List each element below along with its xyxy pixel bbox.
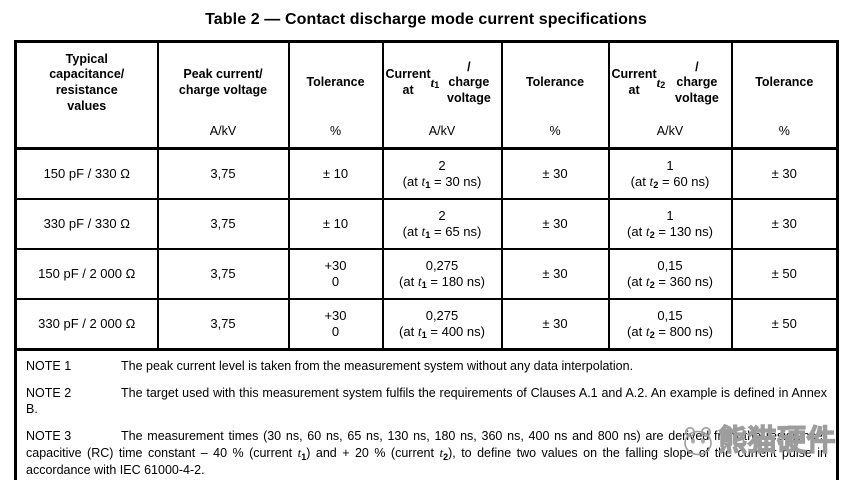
- table-cell: 330 pF / 330 Ω: [14, 198, 159, 250]
- note-1: NOTE 1 The peak current level is taken fr…: [26, 358, 827, 375]
- table-cell: 150 pF / 2 000 Ω: [14, 248, 159, 300]
- note-1-text: The peak current level is taken from the…: [121, 359, 634, 373]
- note-3-label: NOTE 3: [26, 428, 72, 443]
- table-title: Table 2 — Contact discharge mode current…: [205, 11, 647, 28]
- contact-discharge-spec-table: Typical capacitance/resistance values Peak…: [14, 40, 839, 480]
- table-cell: ± 30: [730, 198, 839, 250]
- table-cell: 330 pF / 2 000 Ω: [14, 298, 159, 351]
- table-header: Typical capacitance/resistance values Peak…: [14, 40, 839, 150]
- table-body: 150 pF / 330 Ω 3,75 ± 10 2 (at t1 = 30 ns…: [14, 147, 839, 480]
- table-cell: 3,75: [156, 198, 290, 250]
- table-cell: 0,275 (at t1 = 180 ns): [381, 248, 503, 300]
- table-cell: +30 0: [287, 298, 384, 351]
- table-cell: 0,15 (at t2 = 800 ns): [607, 298, 733, 351]
- note-3-text: The measurement times (30 ns, 60 ns, 65 …: [26, 428, 827, 477]
- table-cell: ± 30: [500, 147, 610, 200]
- col-header-tolerance-1: Tolerance%: [287, 40, 384, 150]
- table-cell: 150 pF / 330 Ω: [14, 147, 159, 200]
- note-2-label: NOTE 2: [26, 385, 72, 400]
- table-cell: ± 30: [500, 298, 610, 351]
- note-2-text: The target used with this measurement sy…: [26, 385, 827, 417]
- col-header-current-t1: Current at t 1/charge voltage A/kV: [381, 40, 503, 150]
- table-cell: ± 50: [730, 298, 839, 351]
- col-header-tolerance-2: Tolerance%: [500, 40, 610, 150]
- table-cell: ± 30: [500, 248, 610, 300]
- notes-row: NOTE 1 The peak current level is taken fr…: [14, 348, 839, 480]
- table-cell: 2 (at t1 = 30 ns): [381, 147, 503, 200]
- table-cell: 3,75: [156, 248, 290, 300]
- col-header-current-t2: Current at t 2/charge voltage A/kV: [607, 40, 733, 150]
- table-cell: ± 10: [287, 198, 384, 250]
- note-1-label: NOTE 1: [26, 359, 72, 373]
- note-2: NOTE 2 The target used with this measurem…: [26, 385, 827, 418]
- table-cell: 1 (at t2 = 130 ns): [607, 198, 733, 250]
- table-cell: 0,15 (at t2 = 360 ns): [607, 248, 733, 300]
- table-cell: ± 50: [730, 248, 839, 300]
- table-cell: 1 (at t2 = 60 ns): [607, 147, 733, 200]
- col-header-tolerance-3: Tolerance%: [730, 40, 839, 150]
- col-header-capacitance-resistance: Typical capacitance/resistance values: [14, 40, 159, 150]
- table-cell: ± 10: [287, 147, 384, 200]
- table-cell: 2 (at t1 = 65 ns): [381, 198, 503, 250]
- notes-section: NOTE 1 The peak current level is taken fr…: [14, 348, 839, 480]
- table-row: 150 pF / 2 000 Ω 3,75 +30 0 0,275 (at t1 =…: [14, 248, 839, 300]
- table-cell: 3,75: [156, 147, 290, 200]
- table-cell: +30 0: [287, 248, 384, 300]
- table-row: 330 pF / 330 Ω 3,75 ± 10 2 (at t1 = 65 ns…: [14, 198, 839, 250]
- table-cell: 0,275 (at t1 = 400 ns): [381, 298, 503, 351]
- table-cell: 3,75: [156, 298, 290, 351]
- table-row: 150 pF / 330 Ω 3,75 ± 10 2 (at t1 = 30 ns…: [14, 147, 839, 200]
- header-row: Typical capacitance/resistance values Peak…: [14, 40, 839, 150]
- table-row: 330 pF / 2 000 Ω 3,75 +30 0 0,275 (at t1 =…: [14, 298, 839, 351]
- col-header-peak-current: Peak current/charge voltage A/kV: [156, 40, 290, 150]
- note-3: NOTE 3 The measurement times (30 ns, 60 n…: [26, 428, 827, 479]
- table-cell: ± 30: [500, 198, 610, 250]
- table-cell: ± 30: [730, 147, 839, 200]
